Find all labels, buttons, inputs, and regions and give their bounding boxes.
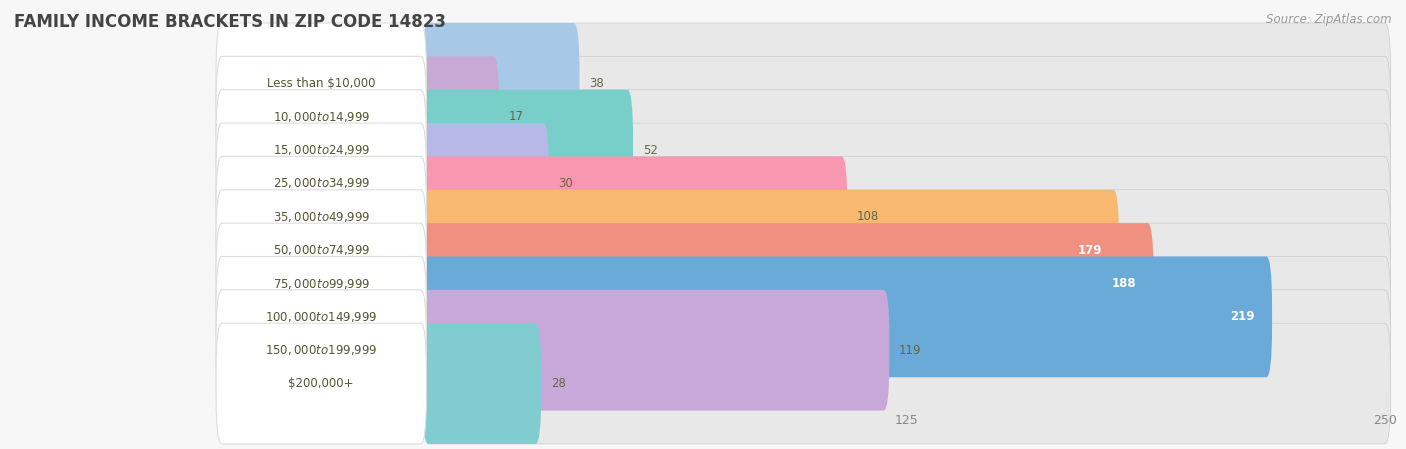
FancyBboxPatch shape xyxy=(423,190,1391,311)
Text: $15,000 to $24,999: $15,000 to $24,999 xyxy=(273,143,370,157)
FancyBboxPatch shape xyxy=(217,190,426,311)
FancyBboxPatch shape xyxy=(423,90,633,211)
Text: $35,000 to $49,999: $35,000 to $49,999 xyxy=(273,210,370,224)
FancyBboxPatch shape xyxy=(423,23,1391,144)
Text: $100,000 to $149,999: $100,000 to $149,999 xyxy=(264,310,377,324)
FancyBboxPatch shape xyxy=(423,223,1391,344)
Text: 30: 30 xyxy=(558,177,574,190)
FancyBboxPatch shape xyxy=(423,90,1391,211)
FancyBboxPatch shape xyxy=(217,256,426,377)
FancyBboxPatch shape xyxy=(423,290,1391,410)
Text: FAMILY INCOME BRACKETS IN ZIP CODE 14823: FAMILY INCOME BRACKETS IN ZIP CODE 14823 xyxy=(14,13,446,31)
Text: 219: 219 xyxy=(1230,310,1254,323)
FancyBboxPatch shape xyxy=(423,123,1391,244)
Text: $10,000 to $14,999: $10,000 to $14,999 xyxy=(273,110,370,124)
FancyBboxPatch shape xyxy=(423,256,1391,377)
Text: 188: 188 xyxy=(1112,277,1136,290)
FancyBboxPatch shape xyxy=(217,123,426,244)
FancyBboxPatch shape xyxy=(423,57,499,177)
Text: 28: 28 xyxy=(551,377,565,390)
Text: 179: 179 xyxy=(1077,244,1102,257)
FancyBboxPatch shape xyxy=(423,290,890,410)
FancyBboxPatch shape xyxy=(217,90,426,211)
FancyBboxPatch shape xyxy=(217,156,426,277)
Text: $50,000 to $74,999: $50,000 to $74,999 xyxy=(273,243,370,257)
FancyBboxPatch shape xyxy=(217,290,426,410)
Text: Source: ZipAtlas.com: Source: ZipAtlas.com xyxy=(1267,13,1392,26)
FancyBboxPatch shape xyxy=(423,223,1153,344)
FancyBboxPatch shape xyxy=(423,256,1272,377)
FancyBboxPatch shape xyxy=(423,323,541,444)
Text: 52: 52 xyxy=(643,144,658,157)
FancyBboxPatch shape xyxy=(217,57,426,177)
FancyBboxPatch shape xyxy=(423,323,1391,444)
FancyBboxPatch shape xyxy=(423,123,548,244)
FancyBboxPatch shape xyxy=(217,223,426,344)
Text: $25,000 to $34,999: $25,000 to $34,999 xyxy=(273,176,370,190)
Text: Less than $10,000: Less than $10,000 xyxy=(267,77,375,90)
Text: 119: 119 xyxy=(898,344,921,357)
Text: $75,000 to $99,999: $75,000 to $99,999 xyxy=(273,277,370,291)
FancyBboxPatch shape xyxy=(217,23,426,144)
FancyBboxPatch shape xyxy=(423,190,1119,311)
Text: $150,000 to $199,999: $150,000 to $199,999 xyxy=(264,343,377,357)
FancyBboxPatch shape xyxy=(423,156,1391,277)
Text: 108: 108 xyxy=(856,210,879,223)
FancyBboxPatch shape xyxy=(217,323,426,444)
FancyBboxPatch shape xyxy=(423,57,1391,177)
FancyBboxPatch shape xyxy=(423,23,579,144)
Text: 38: 38 xyxy=(589,77,603,90)
Text: 17: 17 xyxy=(509,110,523,123)
FancyBboxPatch shape xyxy=(423,156,848,277)
Text: $200,000+: $200,000+ xyxy=(288,377,354,390)
